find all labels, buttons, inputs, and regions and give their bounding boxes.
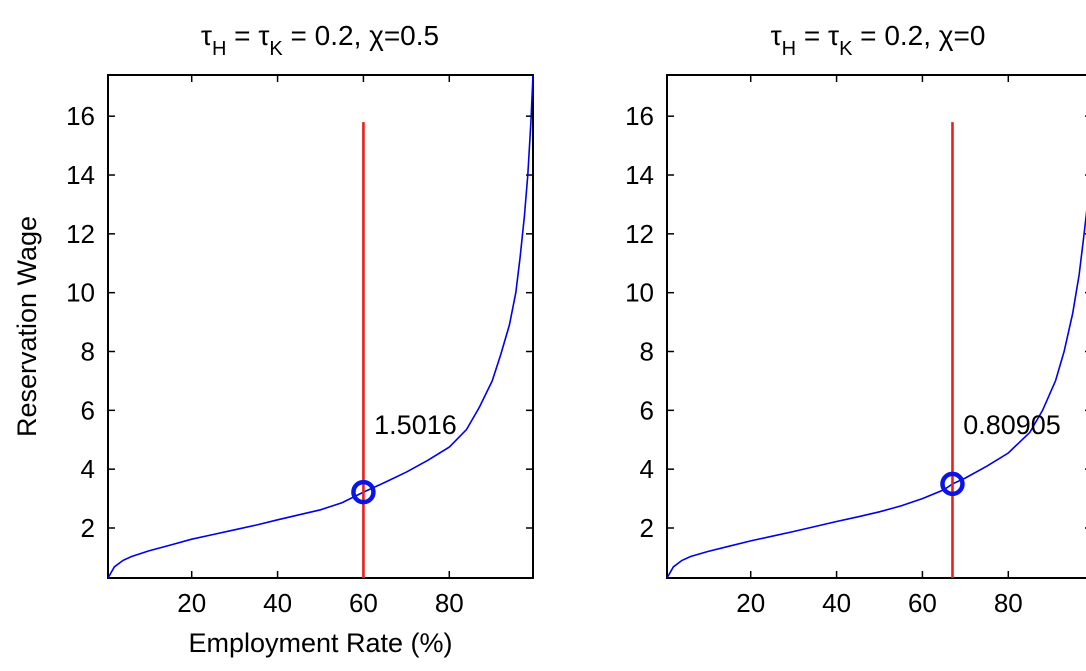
y-tick-label: 14 xyxy=(66,160,95,190)
y-tick-label: 14 xyxy=(625,160,654,190)
reservation-wage-curve xyxy=(666,210,1086,579)
chart-title: τH = τK = 0.2, χ=0 xyxy=(771,20,986,60)
value-annotation: 0.80905 xyxy=(963,410,1061,440)
x-tick-label: 60 xyxy=(908,588,937,618)
y-tick-label: 2 xyxy=(81,513,95,543)
chart-title: τH = τK = 0.2, χ=0.5 xyxy=(201,20,439,60)
y-axis-label: Reservation Wage xyxy=(12,216,42,437)
y-tick-label: 4 xyxy=(81,454,95,484)
y-tick-label: 16 xyxy=(66,101,95,131)
y-tick-label: 6 xyxy=(81,395,95,425)
y-tick-label: 10 xyxy=(66,278,95,308)
y-tick-label: 2 xyxy=(640,513,654,543)
x-tick-label: 80 xyxy=(994,588,1023,618)
y-tick-label: 8 xyxy=(81,337,95,367)
x-tick-label: 80 xyxy=(435,588,464,618)
y-tick-label: 8 xyxy=(640,337,654,367)
x-axis-label: Employment Rate (%) xyxy=(188,628,452,658)
y-tick-label: 12 xyxy=(66,219,95,249)
chart-panel-1: 20 40 60 80 2 4 6 8 10 12 14 16 1.5016 xyxy=(66,74,534,618)
intersection-marker xyxy=(940,471,965,497)
chart-panel-2: 20 40 60 80 2 4 6 8 10 12 14 16 0.80905 xyxy=(625,74,1086,618)
axes-box xyxy=(107,74,534,579)
reservation-wage-curve xyxy=(107,74,534,579)
y-tick-label: 4 xyxy=(640,454,654,484)
x-tick-label: 20 xyxy=(736,588,765,618)
x-tick-label: 40 xyxy=(822,588,851,618)
x-tick-label: 40 xyxy=(263,588,292,618)
axes-box xyxy=(666,74,1086,579)
x-tick-label: 20 xyxy=(177,588,206,618)
y-tick-label: 6 xyxy=(640,395,654,425)
intersection-marker xyxy=(351,479,376,505)
y-tick-label: 12 xyxy=(625,219,654,249)
y-tick-label: 10 xyxy=(625,278,654,308)
x-tick-label: 60 xyxy=(349,588,378,618)
y-tick-label: 16 xyxy=(625,101,654,131)
value-annotation: 1.5016 xyxy=(374,410,457,440)
